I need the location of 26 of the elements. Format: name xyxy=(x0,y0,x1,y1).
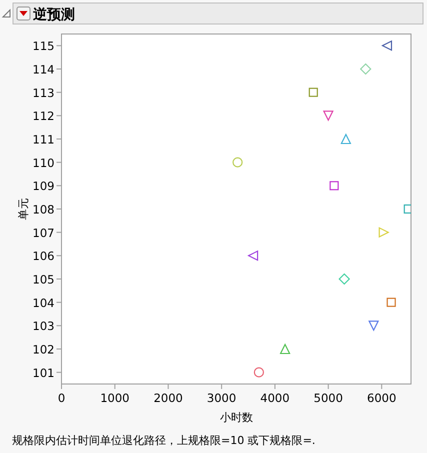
x-tick-label: 6000 xyxy=(367,391,396,405)
x-tick-label: 5000 xyxy=(314,391,343,405)
y-tick-label: 112 xyxy=(32,109,54,124)
y-tick-label: 109 xyxy=(32,179,54,194)
y-tick-label: 104 xyxy=(32,296,54,310)
x-axis-title: 小时数 xyxy=(220,411,253,424)
text: 规格限内估计时间单位退化路径，上规格限=10 或下规格限=. xyxy=(12,434,316,447)
chart-title: 逆预测 xyxy=(32,6,75,23)
y-tick-label: 110 xyxy=(32,156,54,170)
y-tick-label: 113 xyxy=(32,86,54,100)
y-axis-title: 单元 xyxy=(17,198,30,220)
y-tick-label: 114 xyxy=(32,62,54,76)
x-tick-label: 4000 xyxy=(260,391,290,405)
y-tick-label: 101 xyxy=(32,366,54,380)
y-tick-label: 115 xyxy=(32,39,54,54)
x-tick-label: 3000 xyxy=(206,391,236,405)
y-tick-label: 103 xyxy=(32,319,54,334)
x-tick-label: 1000 xyxy=(100,391,130,405)
x-tick-label: 0 xyxy=(58,391,66,405)
y-tick-label: 107 xyxy=(32,226,54,240)
y-tick-label: 108 xyxy=(32,202,54,216)
y-tick-label: 105 xyxy=(32,272,54,286)
y-tick-label: 102 xyxy=(32,342,54,356)
x-tick-label: 2000 xyxy=(154,391,183,405)
y-tick-label: 106 xyxy=(32,249,54,264)
y-tick-label: 111 xyxy=(32,132,54,146)
